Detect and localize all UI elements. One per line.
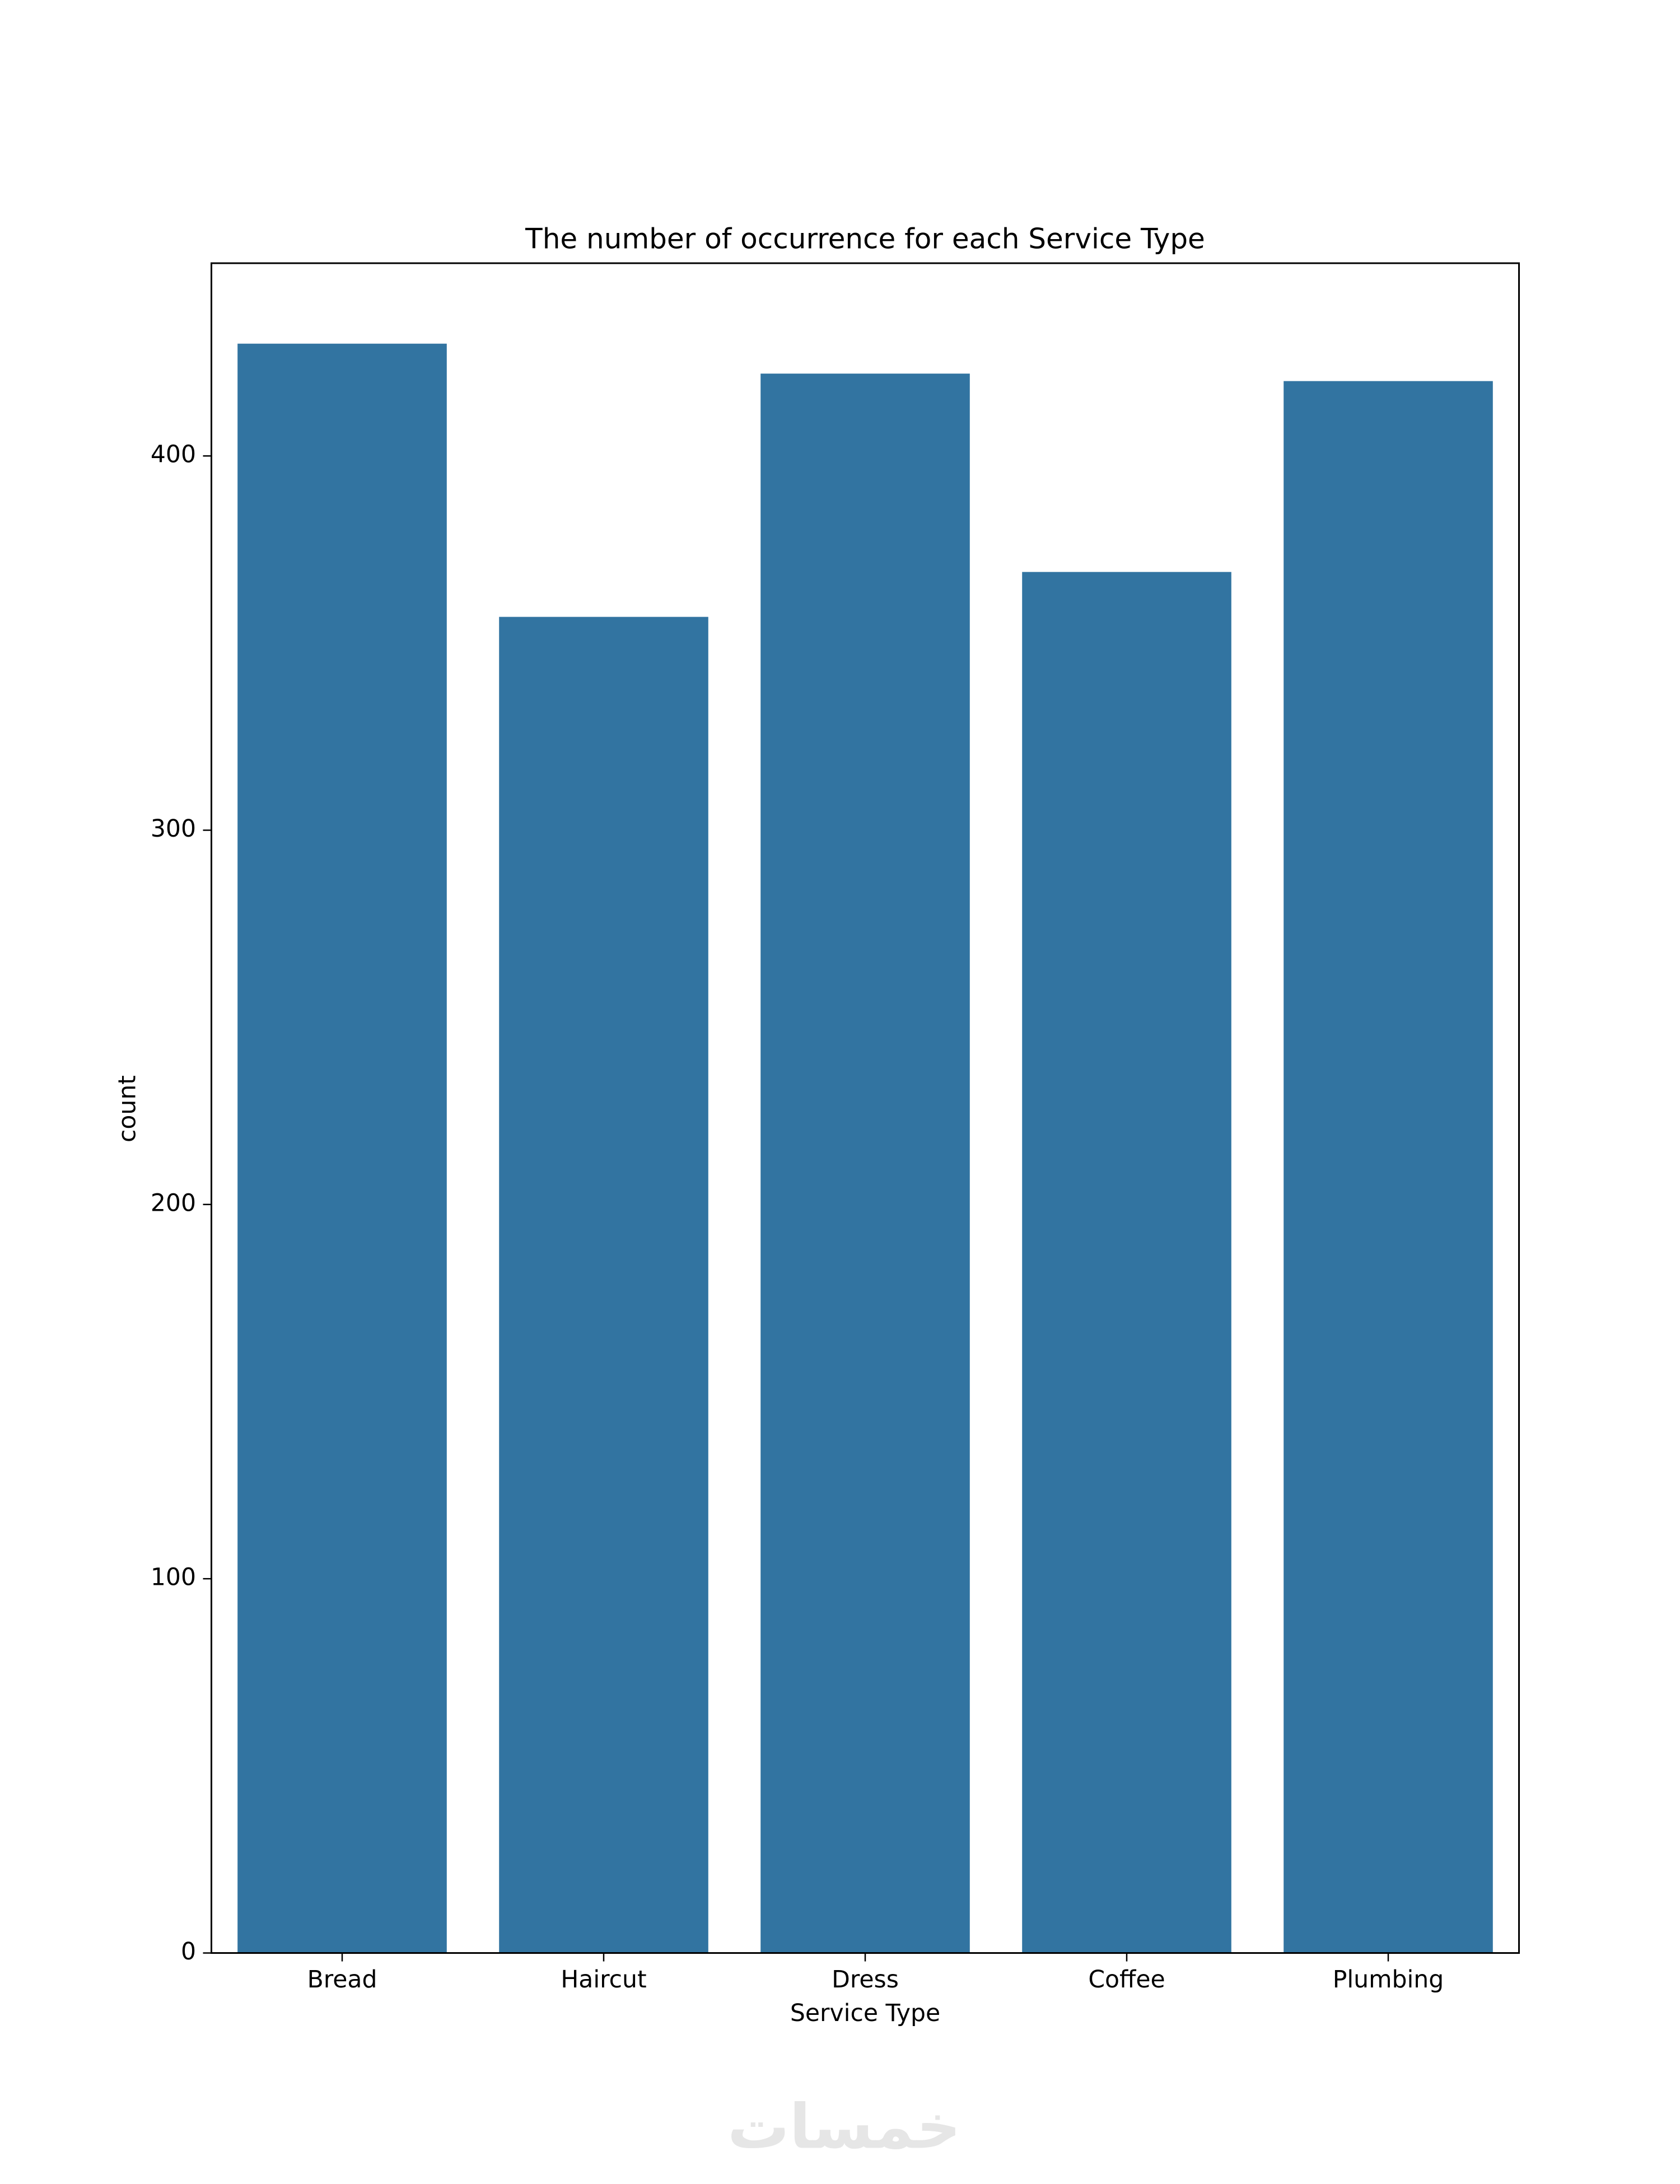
bar [1284, 381, 1493, 1953]
watermark: خمسات [727, 2090, 961, 2162]
x-tick-label: Dress [832, 1966, 899, 1994]
y-tick-label: 300 [151, 815, 196, 843]
x-tick-label: Plumbing [1333, 1966, 1444, 1994]
bar [760, 374, 970, 1953]
y-tick-label: 100 [151, 1564, 196, 1592]
bar [499, 617, 708, 1953]
y-tick-label: 400 [151, 441, 196, 469]
x-tick-label: Haircut [561, 1966, 646, 1994]
x-axis-label: Service Type [790, 2000, 940, 2027]
y-tick-label: 0 [181, 1938, 196, 1966]
bar [237, 343, 447, 1953]
x-tick-label: Bread [307, 1966, 377, 1994]
y-axis-label: count [114, 1075, 142, 1142]
plot-frame [211, 262, 1520, 1954]
x-tick-label: Coffee [1088, 1966, 1165, 1994]
y-tick-label: 200 [151, 1189, 196, 1217]
chart-title: The number of occurrence for each Servic… [525, 223, 1205, 255]
bar [1022, 572, 1231, 1953]
